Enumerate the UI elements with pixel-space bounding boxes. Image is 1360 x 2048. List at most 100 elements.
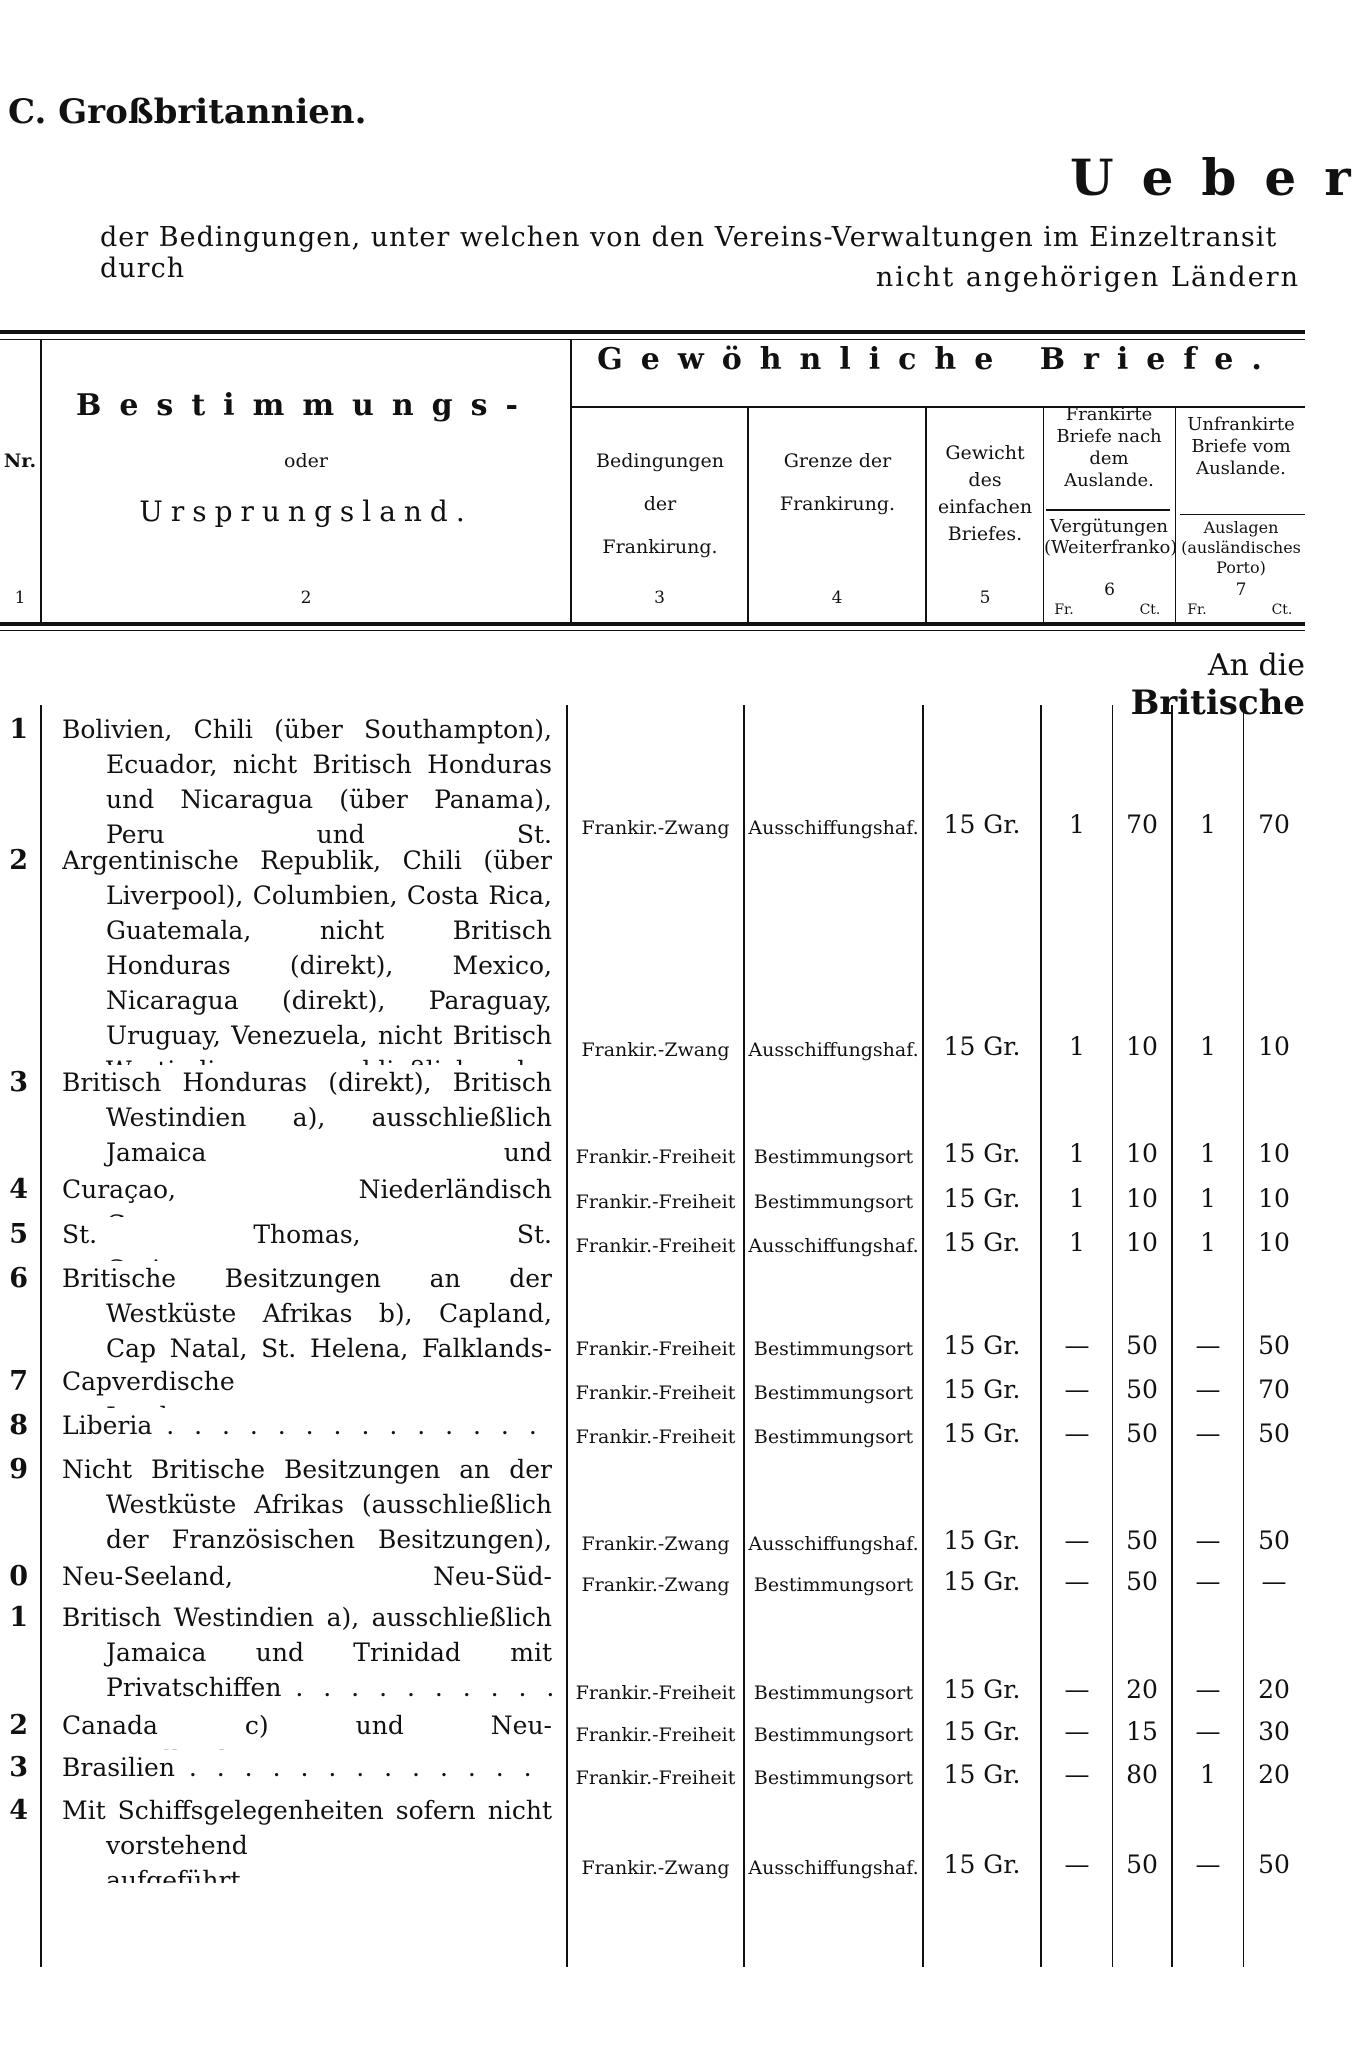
body-divider [1243,705,1244,1967]
header-divider [1175,407,1176,623]
column-number: 1 [14,588,26,608]
cond-cell: Frankir.-Freiheit [575,1146,736,1168]
v-fr-cell: — [1064,1760,1090,1789]
cond-cell: Frankir.-Zwang [581,817,730,839]
table-row: 4 Mit Schiffsgelegenheiten sofern nicht v… [0,1793,1305,1883]
limit-cell: Ausschiffungshaf. [748,817,919,839]
cond-cell: Frankir.-Freiheit [575,1426,736,1448]
weight-cell: 15 Gr. [943,1139,1021,1168]
header-dest-line2: oder [284,450,328,472]
a-fr-cell: 1 [1200,1139,1216,1168]
table-row: 3 Britisch Honduras (direkt), Britisch We… [0,1065,1305,1172]
a-fr-cell: — [1195,1375,1221,1404]
header-dest-line1: Bestimmungs- [75,388,536,423]
cond-cell: Frankir.-Zwang [581,1533,730,1555]
body-divider [922,705,924,1967]
v-fr-cell: — [1064,1717,1090,1746]
destination-cell: Curaçao, Niederländisch Guyana [62,1172,552,1217]
weight-cell: 15 Gr. [943,1184,1021,1213]
v-fr-cell: — [1064,1526,1090,1555]
destination-text: Argentinische Republik, Chili (über Live… [62,843,552,1065]
limit-cell: Ausschiffungshaf. [748,1039,919,1061]
weight-cell: 15 Gr. [943,1675,1021,1704]
a-ct-cell: 10 [1258,1184,1290,1213]
cond-cell: Frankir.-Freiheit [575,1682,736,1704]
destination-cell: Brasilien [62,1750,552,1793]
a-fr-cell: — [1195,1717,1221,1746]
row-number: 8 [9,1410,28,1441]
v-ct-cell: 50 [1126,1331,1158,1360]
fr-label: Fr. [1187,602,1207,618]
cond-cell: Frankir.-Freiheit [575,1724,736,1746]
destination-cell: Britisch Westindien a), ausschließlich J… [62,1600,552,1708]
v-fr-cell: — [1064,1419,1090,1448]
v-ct-cell: 50 [1126,1375,1158,1404]
v-fr-cell: 1 [1069,1032,1085,1061]
fr-label: Fr. [1054,602,1074,618]
destination-text: Britisch Westindien a), ausschließlich J… [62,1600,552,1705]
a-ct-cell: 20 [1258,1760,1290,1789]
ct-label: Ct. [1139,602,1161,618]
v-fr-cell: 1 [1069,1184,1085,1213]
body-divider [1112,705,1113,1967]
limit-cell: Bestimmungsort [753,1191,914,1213]
column-number: 3 [654,588,665,608]
destination-cell: Britisch Honduras (direkt), Britisch Wes… [62,1065,552,1172]
row-number: 3 [9,1752,28,1783]
header-divider [570,340,572,623]
v-ct-cell: 70 [1126,810,1158,839]
a-fr-cell: 1 [1200,1760,1216,1789]
v-ct-cell: 10 [1126,1184,1158,1213]
v-ct-cell: 10 [1126,1228,1158,1257]
header-col4: Grenze der Frankirung. [779,450,896,515]
weight-cell: 15 Gr. [943,1760,1021,1789]
row-number: 1 [9,714,28,745]
v-fr-cell: 1 [1069,810,1085,839]
row-number: 7 [9,1366,28,1397]
weight-cell: 15 Gr. [943,1567,1021,1596]
body-divider [1040,705,1042,1967]
a-ct-cell: 50 [1258,1331,1290,1360]
header-col7-bottom: Auslagen (ausländisches Porto) [1181,518,1301,577]
region-heading-prefix: An die [1207,648,1305,683]
subtitle-line-1: der Bedingungen, unter welchen von den V… [100,222,1278,284]
destination-cell: Liberia [62,1408,552,1452]
v-fr-cell: — [1064,1850,1090,1879]
destination-text: Canada c) und Neu-Fundland [62,1708,552,1750]
a-fr-cell: — [1195,1419,1221,1448]
column-number: 2 [300,588,312,608]
weight-cell: 15 Gr. [943,1419,1021,1448]
header-col3: Bedingungen der Frankirung. [596,450,724,558]
row-number: 9 [9,1454,28,1485]
ct-label: Ct. [1271,602,1293,618]
weight-cell: 15 Gr. [943,1375,1021,1404]
row-number: 0 [9,1561,28,1592]
destination-text: Bolivien, Chili (über Southampton), Ecua… [62,712,552,843]
destination-cell: Nicht Britische Besitzungen an der Westk… [62,1452,552,1559]
a-ct-cell: 50 [1258,1419,1290,1448]
header-dest-line3: Ursprungsland. [139,495,473,528]
row-number: 5 [9,1219,28,1250]
region-heading-bold: Britische [1130,683,1305,723]
subtitle-line-2: nicht angehörigen Ländern [875,262,1300,293]
v-ct-cell: 15 [1126,1717,1158,1746]
weight-cell: 15 Gr. [943,1331,1021,1360]
destination-text: Liberia [62,1408,552,1443]
v-fr-cell: 1 [1069,1228,1085,1257]
v-fr-cell: — [1064,1567,1090,1596]
limit-cell: Ausschiffungshaf. [748,1235,919,1257]
a-fr-cell: — [1195,1850,1221,1879]
body-divider [566,705,568,1967]
table-row: 8 Liberia Frankir.-Freiheit Bestimmungsort 1… [0,1408,1305,1452]
table-row: 2 Argentinische Republik, Chili (über Liv… [0,843,1305,1065]
destination-text: Curaçao, Niederländisch Guyana [62,1172,552,1217]
v-fr-cell: — [1064,1331,1090,1360]
header-divider [1043,407,1044,623]
cond-cell: Frankir.-Freiheit [575,1191,736,1213]
v-ct-cell: 80 [1126,1760,1158,1789]
table-row: 9 Nicht Britische Besitzungen an der West… [0,1452,1305,1559]
row-number: 4 [9,1174,28,1205]
destination-cell: Neu-Seeland, Neu-Süd-Wales [62,1559,552,1600]
v-ct-cell: 20 [1126,1675,1158,1704]
a-fr-cell: 1 [1200,1032,1216,1061]
